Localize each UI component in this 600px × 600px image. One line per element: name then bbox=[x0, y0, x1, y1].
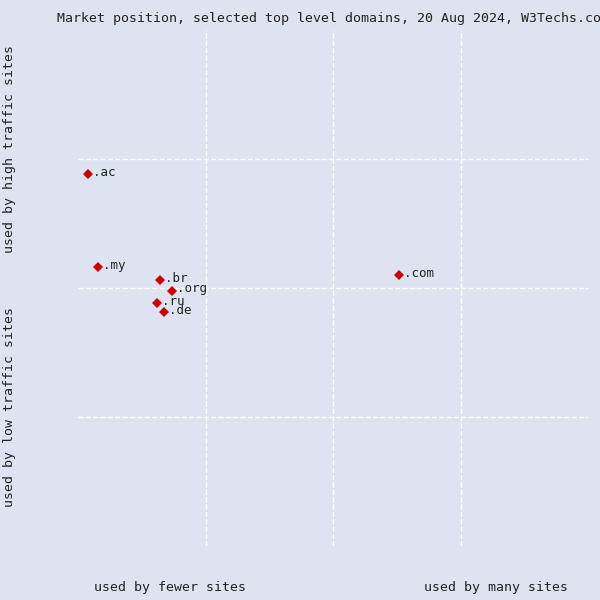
Title: Market position, selected top level domains, 20 Aug 2024, W3Techs.com: Market position, selected top level doma… bbox=[57, 11, 600, 25]
Text: .ac: .ac bbox=[94, 166, 116, 179]
Text: .de: .de bbox=[169, 304, 191, 317]
Text: used by low traffic sites: used by low traffic sites bbox=[3, 307, 16, 506]
Text: .ru: .ru bbox=[162, 295, 185, 308]
Text: .my: .my bbox=[104, 259, 126, 272]
Text: .br: .br bbox=[164, 272, 187, 284]
Text: used by high traffic sites: used by high traffic sites bbox=[3, 44, 16, 253]
Text: used by many sites: used by many sites bbox=[424, 581, 568, 594]
Text: .org: .org bbox=[178, 282, 208, 295]
Text: used by fewer sites: used by fewer sites bbox=[94, 581, 246, 594]
Text: .com: .com bbox=[404, 266, 434, 280]
